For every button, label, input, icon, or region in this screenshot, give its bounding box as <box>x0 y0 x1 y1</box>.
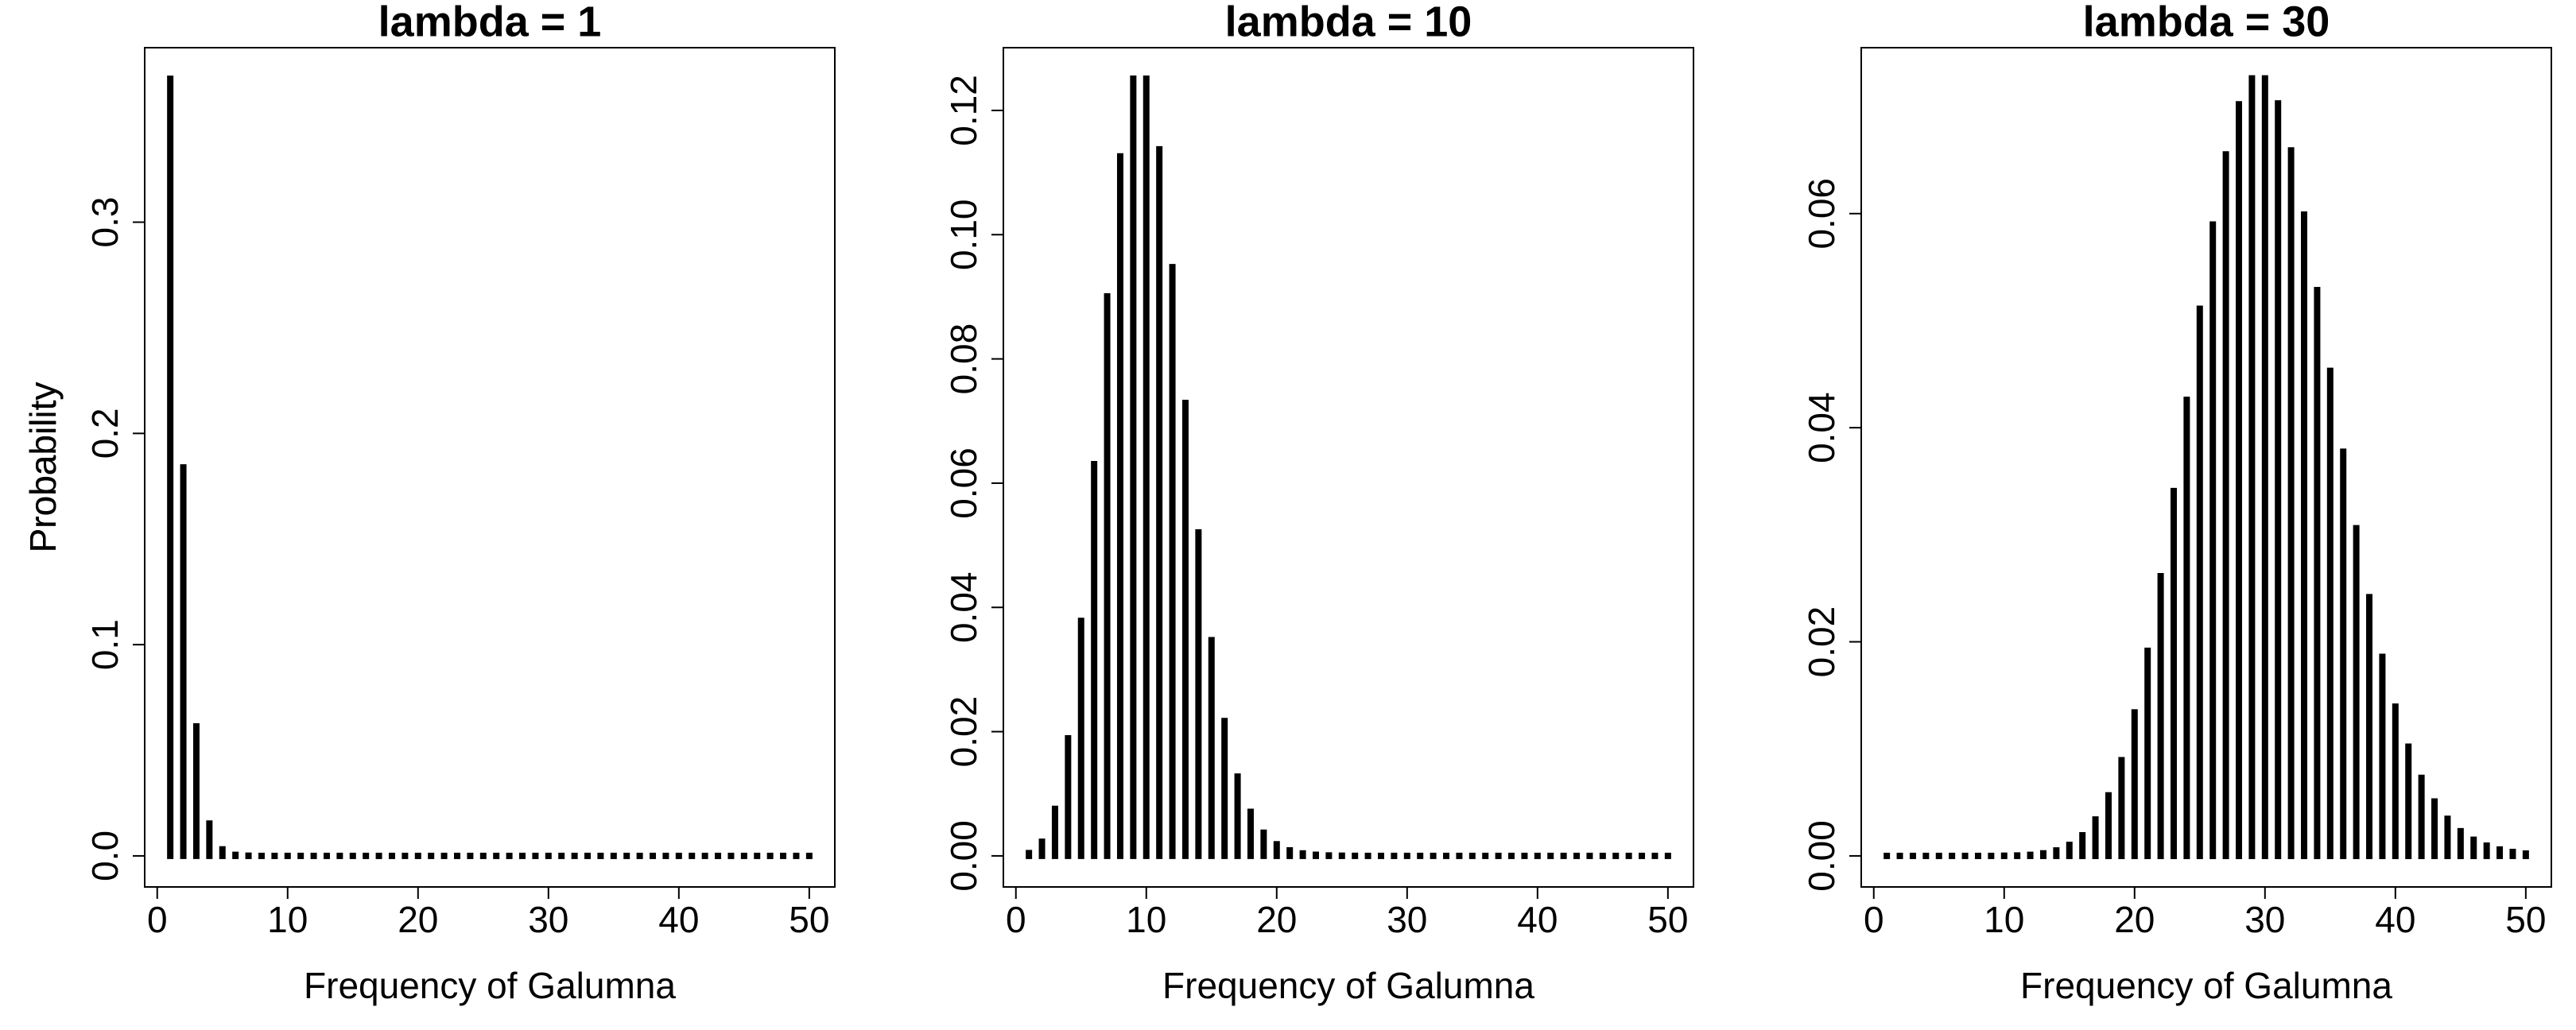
plot-frame <box>144 47 836 888</box>
plot-frame <box>1860 47 2552 888</box>
y-tick-label: 0.06 <box>1801 178 1842 250</box>
y-tick-label: 0.00 <box>943 820 984 892</box>
x-tick-label: 0 <box>1006 899 1026 940</box>
x-tick-label: 50 <box>789 899 829 940</box>
x-axis-label: Frequency of Galumna <box>2020 965 2392 1006</box>
y-tick-label: 0.02 <box>1801 606 1842 678</box>
x-tick-label: 20 <box>398 899 438 940</box>
x-tick-label: 10 <box>267 899 308 940</box>
y-tick-label: 0.00 <box>1801 820 1842 892</box>
y-tick-label: 0.06 <box>943 447 984 519</box>
y-tick-label: 0.1 <box>84 619 126 670</box>
x-tick-label: 50 <box>1647 899 1688 940</box>
x-tick-label: 30 <box>2244 899 2285 940</box>
x-tick-label: 40 <box>1517 899 1558 940</box>
x-tick-label: 30 <box>528 899 568 940</box>
y-axis-label: Probability <box>22 382 64 553</box>
x-axis-label: Frequency of Galumna <box>1162 965 1534 1006</box>
x-axis-label: Frequency of Galumna <box>304 965 676 1006</box>
y-tick-label: 0.3 <box>84 197 126 248</box>
y-tick-label: 0.04 <box>943 571 984 643</box>
x-tick-label: 20 <box>2114 899 2155 940</box>
y-axis-label: Probability <box>22 382 64 553</box>
x-tick-label: 20 <box>1256 899 1297 940</box>
chart-title: lambda = 30 <box>2083 0 2330 45</box>
x-tick-label: 10 <box>1126 899 1166 940</box>
y-tick-label: 0.2 <box>84 408 126 459</box>
chart-title: lambda = 10 <box>1225 0 1472 45</box>
y-axis-label: Probability <box>22 382 64 553</box>
x-tick-label: 0 <box>147 899 168 940</box>
y-tick-label: 0.10 <box>943 199 984 271</box>
chart-title: lambda = 1 <box>378 0 602 45</box>
x-tick-label: 30 <box>1387 899 1427 940</box>
x-tick-label: 40 <box>2375 899 2415 940</box>
y-tick-label: 0.12 <box>943 75 984 146</box>
x-tick-label: 50 <box>2505 899 2546 940</box>
y-tick-label: 0.0 <box>84 831 126 881</box>
x-tick-label: 10 <box>1984 899 2024 940</box>
y-tick-label: 0.02 <box>943 696 984 768</box>
y-tick-label: 0.08 <box>943 323 984 395</box>
x-tick-label: 0 <box>1864 899 1884 940</box>
x-tick-label: 40 <box>658 899 699 940</box>
y-tick-label: 0.04 <box>1801 392 1842 463</box>
